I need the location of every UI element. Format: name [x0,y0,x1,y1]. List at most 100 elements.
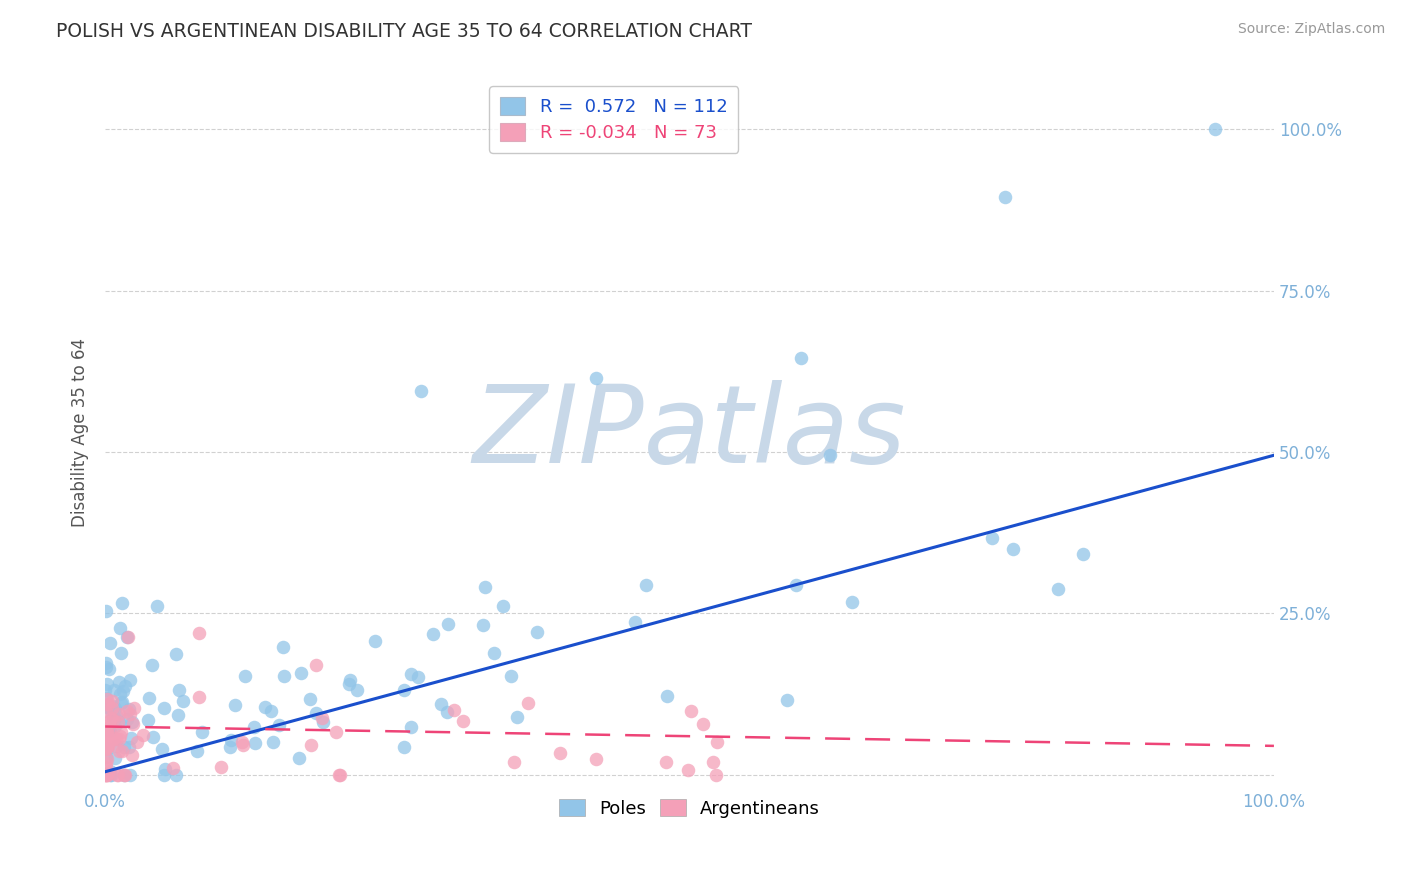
Point [94,742,117,756]
Point [492,599,515,613]
Point [110,696,132,710]
Text: ZIPatlas: ZIPatlas [472,380,907,485]
Point [409,384,432,398]
Point [94,736,117,750]
Point [299,738,322,752]
Point [96,768,118,782]
Point [474,580,496,594]
Point [153,701,176,715]
Point [166,707,188,722]
Point [231,734,253,748]
Point [108,621,131,635]
Point [94,750,117,764]
Point [114,679,136,693]
Point [97,697,120,711]
Point [219,740,242,755]
Point [243,736,266,750]
Point [132,728,155,742]
Point [105,707,128,722]
Point [121,717,143,731]
Point [98,768,121,782]
Point [138,691,160,706]
Point [108,706,131,721]
Point [364,634,387,648]
Point [101,699,124,714]
Point [107,768,129,782]
Point [254,700,277,714]
Point [346,683,368,698]
Point [94,656,117,670]
Point [219,732,242,747]
Point [145,599,167,614]
Point [162,761,184,775]
Point [187,625,209,640]
Point [120,731,142,745]
Point [304,658,326,673]
Point [636,578,658,592]
Point [392,683,415,698]
Point [97,739,120,754]
Point [115,705,138,719]
Point [399,666,422,681]
Point [96,728,118,742]
Point [118,702,141,716]
Point [655,755,678,769]
Point [437,617,460,632]
Point [994,190,1017,204]
Point [706,735,728,749]
Point [430,697,453,711]
Point [110,725,132,739]
Point [152,742,174,756]
Point [406,670,429,684]
Point [329,768,352,782]
Point [692,717,714,731]
Point [585,752,607,766]
Point [101,700,124,714]
Point [94,704,117,718]
Point [96,752,118,766]
Point [105,739,128,753]
Point [337,676,360,690]
Point [96,677,118,691]
Point [789,351,811,366]
Point [288,750,311,764]
Point [96,741,118,756]
Point [142,730,165,744]
Point [325,725,347,739]
Point [702,755,724,769]
Point [97,662,120,676]
Point [187,690,209,705]
Point [118,740,141,755]
Point [111,684,134,698]
Point [101,707,124,722]
Point [262,734,284,748]
Point [108,675,131,690]
Point [501,668,523,682]
Point [103,731,125,745]
Point [101,733,124,747]
Point [776,692,799,706]
Point [110,647,132,661]
Point [108,687,131,701]
Point [94,683,117,698]
Point [96,731,118,746]
Text: Source: ZipAtlas.com: Source: ZipAtlas.com [1237,22,1385,37]
Point [623,615,645,629]
Point [96,721,118,735]
Point [98,723,121,738]
Point [112,768,135,782]
Point [96,768,118,782]
Point [114,768,136,782]
Point [96,756,118,770]
Point [107,732,129,747]
Point [96,738,118,752]
Point [503,755,526,769]
Point [120,673,142,688]
Point [104,719,127,733]
Point [186,743,208,757]
Point [121,715,143,730]
Point [841,595,863,609]
Point [112,740,135,755]
Point [585,370,607,384]
Point [118,768,141,782]
